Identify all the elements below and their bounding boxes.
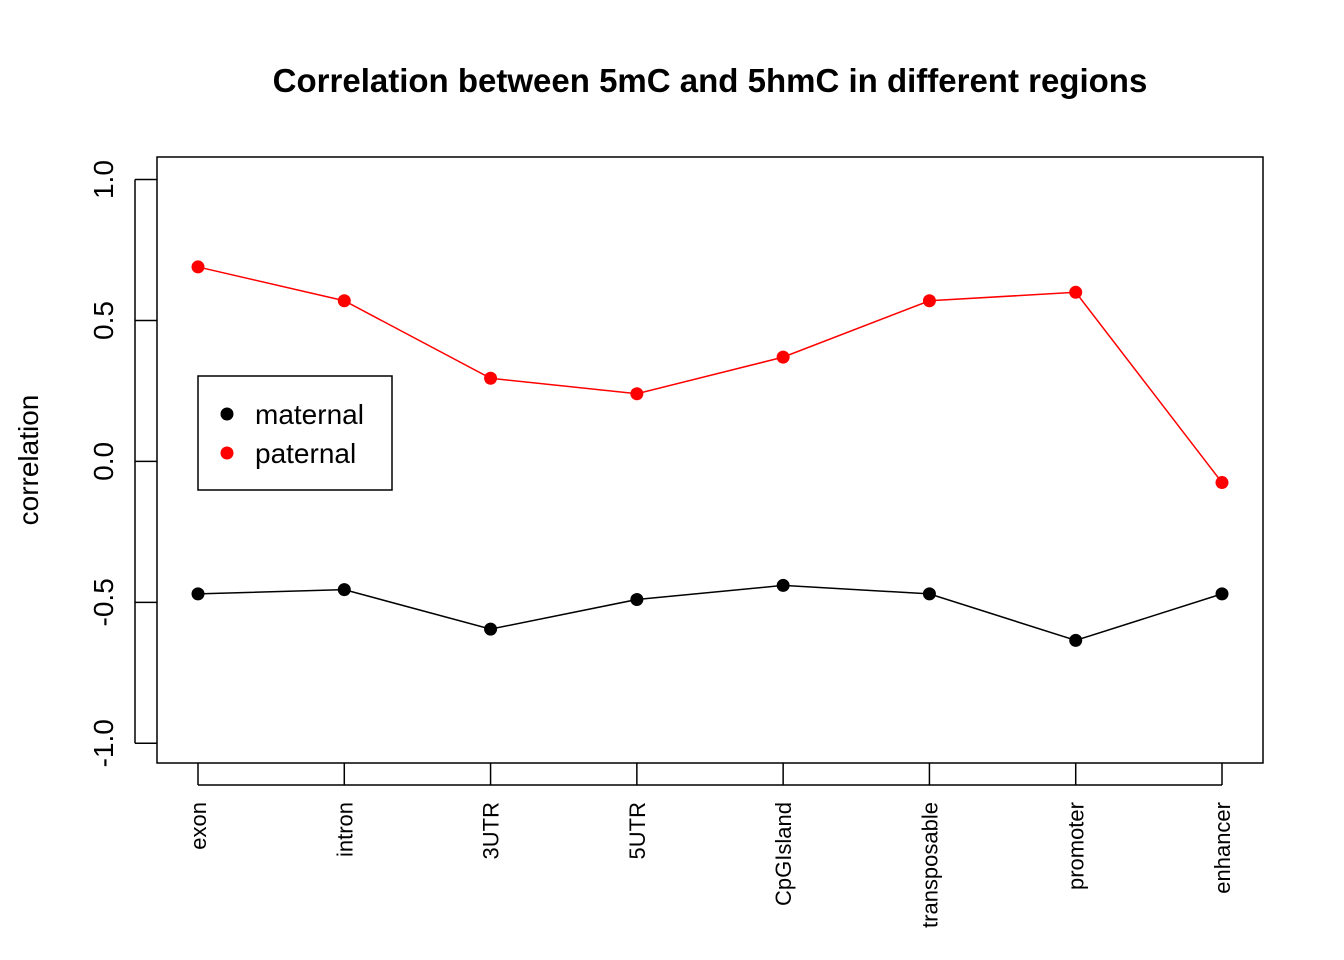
chart-title: Correlation between 5mC and 5hmC in diff… bbox=[273, 62, 1148, 99]
x-tick-label: 5UTR bbox=[625, 802, 650, 859]
data-point-maternal bbox=[1215, 587, 1229, 601]
x-tick-label: exon bbox=[186, 802, 211, 850]
y-tick-label: -0.5 bbox=[88, 578, 119, 626]
data-point-maternal bbox=[630, 593, 644, 607]
legend-marker-maternal bbox=[220, 407, 234, 421]
data-point-paternal bbox=[630, 387, 644, 401]
data-point-maternal bbox=[337, 583, 351, 597]
data-point-paternal bbox=[776, 350, 790, 364]
y-tick-label: -1.0 bbox=[88, 719, 119, 767]
series-group bbox=[191, 260, 1229, 647]
legend-label-paternal: paternal bbox=[255, 438, 356, 469]
data-point-paternal bbox=[337, 294, 351, 308]
x-tick-label: 3UTR bbox=[479, 802, 504, 859]
x-tick-label: CpGIsland bbox=[771, 802, 796, 906]
y-axis-label: correlation bbox=[13, 395, 44, 526]
x-tick-label: promoter bbox=[1064, 802, 1089, 890]
data-point-paternal bbox=[1069, 285, 1083, 299]
legend: maternal paternal bbox=[197, 375, 393, 491]
y-axis: -1.0 -0.5 0.0 0.5 1.0 bbox=[88, 160, 157, 767]
series-line-maternal bbox=[197, 584, 1223, 642]
x-tick-label: transposable bbox=[917, 802, 942, 928]
y-tick-label: 1.0 bbox=[88, 160, 119, 199]
y-tick-label: 0.5 bbox=[88, 301, 119, 340]
data-point-maternal bbox=[191, 587, 205, 601]
data-point-maternal bbox=[776, 578, 790, 592]
data-point-maternal bbox=[922, 587, 936, 601]
data-point-paternal bbox=[191, 260, 205, 274]
x-tick-label: intron bbox=[332, 802, 357, 857]
legend-marker-paternal bbox=[220, 446, 234, 460]
legend-box bbox=[197, 375, 393, 491]
data-point-maternal bbox=[484, 622, 498, 636]
y-tick-label: 0.0 bbox=[88, 442, 119, 481]
plot-frame bbox=[156, 156, 1264, 764]
x-tick-label: enhancer bbox=[1210, 802, 1235, 894]
data-point-maternal bbox=[1069, 633, 1083, 647]
legend-label-maternal: maternal bbox=[255, 399, 364, 430]
series-line-paternal bbox=[197, 266, 1223, 484]
data-point-paternal bbox=[484, 371, 498, 385]
data-point-paternal bbox=[922, 294, 936, 308]
data-point-paternal bbox=[1215, 476, 1229, 490]
x-axis: exon intron 3UTR 5UTR CpGIsland transposable p… bbox=[186, 763, 1235, 928]
